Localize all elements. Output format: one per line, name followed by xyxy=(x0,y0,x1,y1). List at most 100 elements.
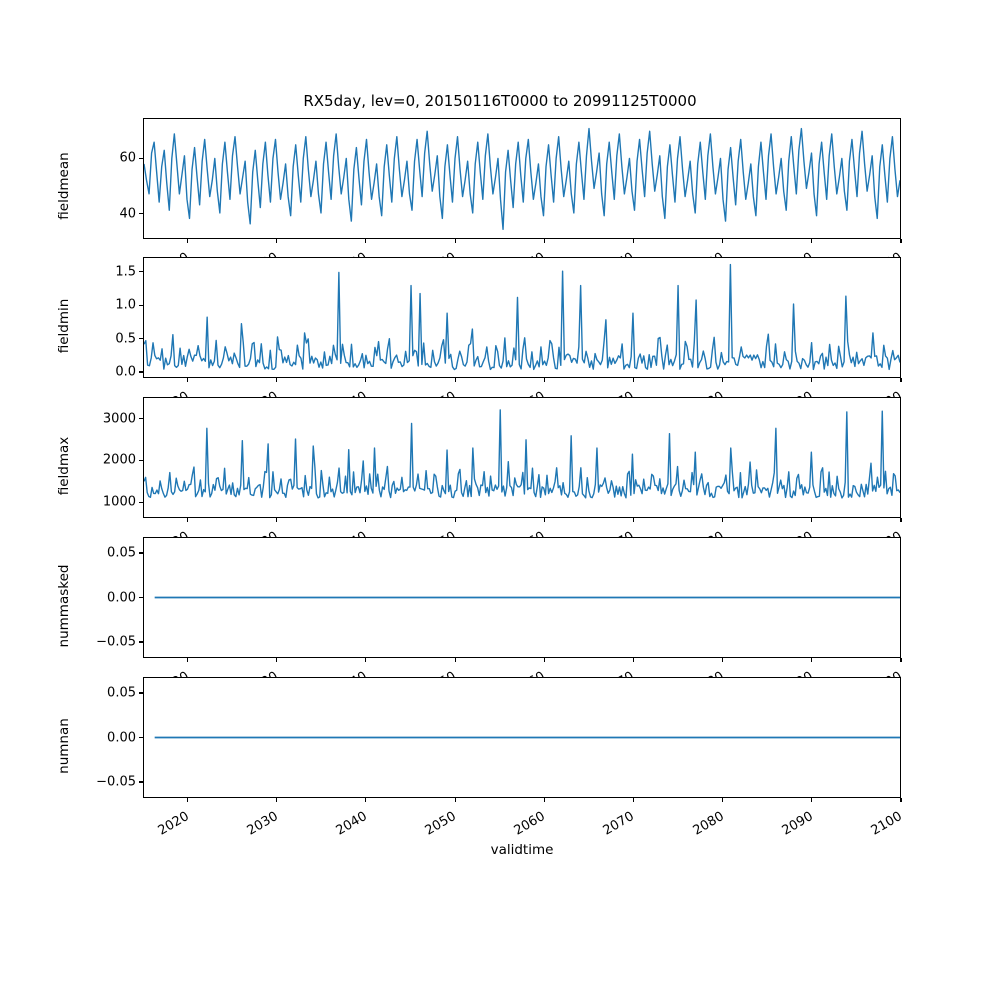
plot-area-nummasked xyxy=(144,538,900,657)
plot-area-fieldmean xyxy=(144,119,900,238)
line-series-nummasked xyxy=(154,596,900,599)
x-tick-label: 2080 xyxy=(690,809,727,839)
y-tick-mark xyxy=(139,459,143,461)
x-tick-mark xyxy=(543,798,545,802)
y-tick-label: 0.05 xyxy=(107,685,136,701)
y-axis-label-nummasked: nummasked xyxy=(56,564,72,648)
y-tick-label: 0.0 xyxy=(115,364,136,380)
x-tick-label-band: 2020 2030 2040 2050 2060 2070 2080 2090 2100 xyxy=(0,802,1000,848)
x-tick-label-band: 2020 2030 2040 2050 2060 2070 2080 2090 2100 xyxy=(0,662,1000,677)
line-series-numnan xyxy=(154,736,900,739)
x-tick-mark xyxy=(276,239,278,243)
x-tick-mark xyxy=(722,239,724,243)
x-tick-label: 2070 xyxy=(597,529,637,537)
x-tick-mark xyxy=(722,798,724,802)
x-tick-label: 2070 xyxy=(597,669,637,677)
x-tick-label: 2060 xyxy=(508,389,548,397)
x-tick-label: 2030 xyxy=(244,809,281,839)
x-tick-label: 2100 xyxy=(868,809,905,839)
x-tick-label: 2060 xyxy=(508,529,548,537)
plot-area-numnan xyxy=(144,678,900,797)
axes-panel-fieldmax xyxy=(143,397,901,518)
y-axis-label-fieldmin: fieldmin xyxy=(56,298,72,354)
x-tick-label: 2090 xyxy=(779,809,816,839)
x-tick-mark xyxy=(900,239,902,243)
y-tick-label: 0.05 xyxy=(107,545,136,561)
x-tick-mark xyxy=(454,658,456,662)
x-tick-mark xyxy=(900,798,902,802)
x-tick-mark xyxy=(454,798,456,802)
x-tick-mark xyxy=(187,658,189,662)
y-tick-mark xyxy=(139,501,143,503)
x-tick-mark xyxy=(632,239,634,243)
x-tick-label: 2100 xyxy=(864,669,905,677)
x-tick-mark xyxy=(543,239,545,243)
y-tick-mark xyxy=(139,641,143,643)
x-tick-label-band: 2020 2030 2040 2050 2060 2070 2080 2090 2100 xyxy=(0,522,1000,537)
y-tick-mark xyxy=(139,371,143,373)
x-tick-mark xyxy=(365,239,367,243)
y-tick-label: 2000 xyxy=(102,452,136,468)
x-tick-label: 2030 xyxy=(240,389,280,397)
line-series-fieldmean xyxy=(144,127,900,230)
x-tick-mark xyxy=(811,518,813,522)
axes-panel-fieldmin xyxy=(143,257,901,378)
axes-panel-nummasked xyxy=(143,537,901,658)
x-tick-mark xyxy=(632,798,634,802)
y-tick-label: −0.05 xyxy=(96,634,136,650)
plot-area-fieldmin xyxy=(144,258,900,377)
x-tick-mark xyxy=(454,518,456,522)
x-tick-label: 2100 xyxy=(864,250,905,257)
x-tick-label: 2040 xyxy=(333,809,370,839)
y-tick-label: 60 xyxy=(119,150,136,166)
x-tick-label: 2030 xyxy=(240,669,280,677)
axes-panel-numnan xyxy=(143,677,901,798)
x-tick-mark xyxy=(365,798,367,802)
x-tick-mark xyxy=(365,378,367,382)
axes-panel-fieldmean xyxy=(143,118,901,239)
x-tick-mark xyxy=(454,378,456,382)
x-tick-label: 2060 xyxy=(508,669,548,677)
y-tick-label: 40 xyxy=(119,206,136,222)
x-tick-label: 2050 xyxy=(418,250,459,257)
x-tick-mark xyxy=(543,378,545,382)
y-tick-mark xyxy=(139,552,143,554)
y-axis-label-fieldmax: fieldmax xyxy=(56,436,72,496)
x-tick-mark xyxy=(632,378,634,382)
x-tick-label: 2070 xyxy=(597,389,637,397)
x-tick-label: 2090 xyxy=(775,389,815,397)
y-tick-label: 1.0 xyxy=(115,297,136,313)
y-tick-label: 0.00 xyxy=(107,730,136,745)
x-tick-label: 2070 xyxy=(597,250,637,257)
y-tick-label: 0.5 xyxy=(115,331,136,347)
x-tick-label: 2080 xyxy=(686,389,726,397)
y-tick-label: 1.5 xyxy=(115,264,136,280)
x-tick-label: 2080 xyxy=(686,529,726,537)
x-tick-label: 2050 xyxy=(418,529,459,537)
x-tick-mark xyxy=(811,658,813,662)
y-tick-label: 3000 xyxy=(102,411,136,427)
x-tick-label: 2040 xyxy=(329,669,370,677)
x-tick-mark xyxy=(365,518,367,522)
y-tick-label: 1000 xyxy=(102,494,136,510)
x-tick-label: 2090 xyxy=(775,250,815,257)
y-tick-mark xyxy=(139,596,143,599)
x-tick-mark xyxy=(811,239,813,243)
x-tick-mark xyxy=(187,798,189,802)
x-tick-label: 2020 xyxy=(151,669,191,677)
x-tick-mark xyxy=(722,378,724,382)
x-tick-mark xyxy=(365,658,367,662)
y-tick-mark xyxy=(139,736,143,739)
x-tick-mark xyxy=(722,518,724,522)
x-tick-label: 2090 xyxy=(775,529,815,537)
x-tick-label: 2050 xyxy=(418,669,459,677)
x-tick-mark xyxy=(543,658,545,662)
x-tick-mark xyxy=(187,378,189,382)
x-tick-mark xyxy=(811,378,813,382)
x-tick-label: 2020 xyxy=(151,250,191,257)
line-series-fieldmax xyxy=(144,409,900,499)
y-tick-mark xyxy=(139,212,143,215)
y-axis-label-numnan: numnan xyxy=(56,718,72,774)
y-tick-mark xyxy=(139,304,143,306)
